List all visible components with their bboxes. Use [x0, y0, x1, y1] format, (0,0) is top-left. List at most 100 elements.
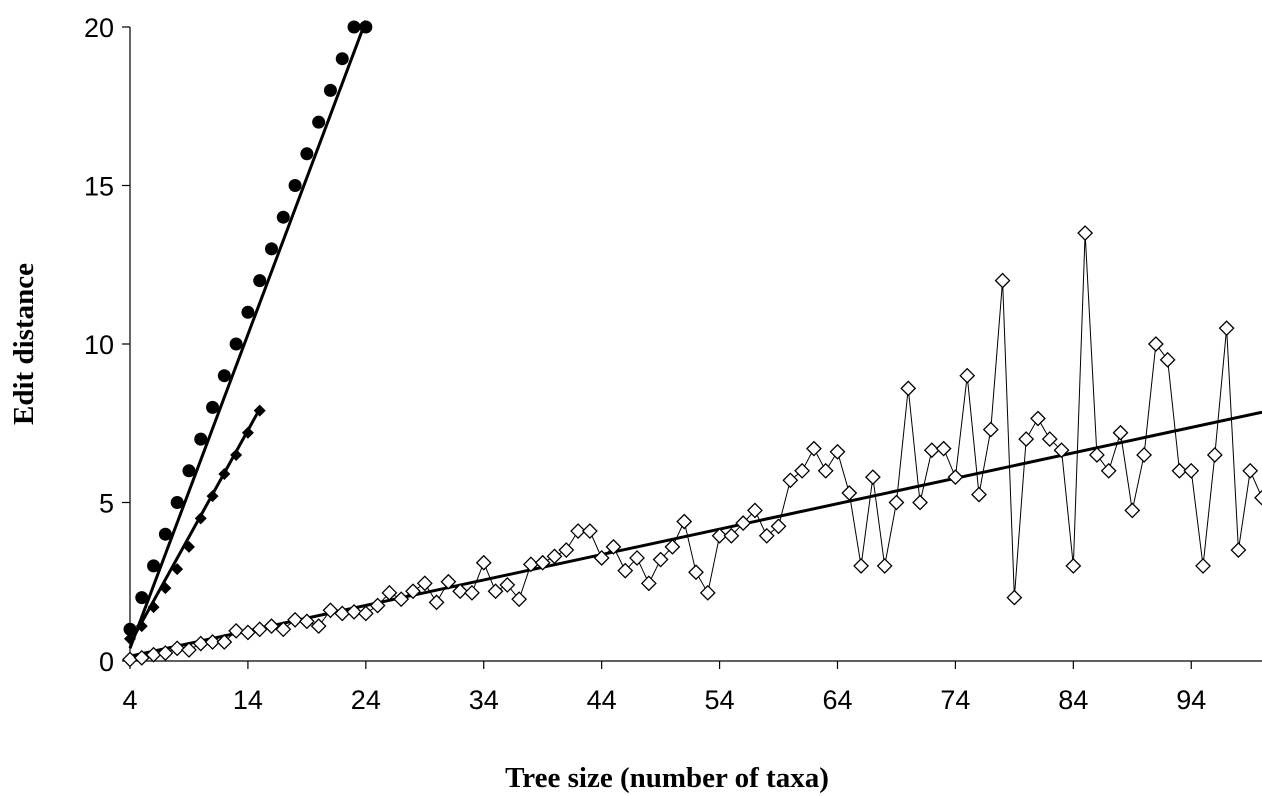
data-point-circle [335, 52, 349, 66]
x-tick-label: 34 [469, 685, 499, 715]
data-point-open-diamond [593, 550, 610, 566]
data-point-open-diamond [287, 611, 304, 628]
data-point-open-diamond [440, 573, 457, 590]
x-tick-label: 94 [1176, 685, 1206, 715]
data-point-open-diamond [1100, 462, 1117, 479]
axes [122, 26, 1262, 669]
data-point-open-diamond [959, 367, 976, 384]
data-point-open-diamond [1053, 442, 1070, 459]
data-point-circle [359, 20, 373, 34]
y-tick-label: 5 [99, 489, 114, 519]
data-point-open-diamond [534, 554, 551, 571]
data-point-diamond [218, 467, 231, 480]
data-point-open-diamond [1159, 351, 1176, 368]
x-axis-title: Tree size (number of taxa) [505, 762, 829, 794]
data-point-open-diamond [216, 634, 233, 650]
data-point-open-diamond [381, 584, 398, 601]
data-point-diamond [124, 632, 136, 645]
data-point-open-diamond [1254, 489, 1262, 506]
data-point-open-diamond [393, 591, 410, 608]
data-point-diamond [159, 582, 172, 595]
data-point-open-diamond [699, 584, 716, 601]
data-point-open-diamond [853, 557, 870, 574]
data-point-diamond [206, 490, 219, 503]
markers [122, 20, 1262, 668]
data-point-open-diamond [664, 538, 681, 555]
data-point-open-diamond [782, 472, 799, 489]
data-point-diamond [253, 404, 266, 417]
series-line-3 [129, 233, 1262, 660]
data-point-open-diamond [428, 594, 445, 611]
data-point-open-diamond [1218, 320, 1235, 337]
data-point-open-diamond [747, 502, 763, 519]
data-point-circle [147, 559, 161, 573]
data-point-circle [300, 147, 314, 161]
data-point-open-diamond [1030, 410, 1046, 427]
data-point-circle [158, 527, 172, 541]
data-point-open-diamond [452, 583, 469, 600]
data-point-open-diamond [169, 640, 186, 657]
data-point-circle [135, 591, 149, 605]
trendlines [128, 20, 1262, 658]
data-point-open-diamond [912, 494, 928, 511]
x-tick-label: 44 [587, 685, 617, 715]
data-point-diamond [230, 448, 243, 461]
data-point-open-diamond [1124, 502, 1141, 519]
data-point-open-diamond [263, 618, 280, 635]
data-point-open-diamond [1018, 431, 1035, 448]
data-point-open-diamond [629, 550, 645, 566]
series-lines [129, 233, 1262, 660]
data-point-open-diamond [982, 421, 999, 438]
data-point-open-diamond [805, 440, 822, 457]
data-point-open-diamond [688, 564, 704, 581]
data-point-open-diamond [275, 621, 292, 638]
data-point-open-diamond [711, 527, 728, 544]
data-point-open-diamond [239, 624, 256, 641]
y-tick-label: 0 [99, 647, 114, 677]
data-point-open-diamond [770, 518, 787, 535]
data-point-open-diamond [322, 602, 339, 619]
data-point-open-diamond [133, 649, 150, 666]
data-point-open-diamond [841, 485, 858, 501]
data-point-open-diamond [157, 645, 174, 661]
data-point-open-diamond [676, 513, 693, 530]
data-point-open-diamond [546, 548, 563, 565]
data-point-circle [347, 20, 361, 34]
data-point-open-diamond [298, 613, 315, 630]
data-point-open-diamond [1136, 447, 1153, 463]
data-point-open-diamond [723, 527, 740, 544]
data-point-open-diamond [228, 622, 245, 639]
data-point-circle [170, 496, 184, 509]
data-point-open-diamond [1242, 462, 1259, 479]
data-point-circle [276, 210, 290, 224]
data-point-circle [241, 305, 255, 319]
data-point-diamond [194, 512, 207, 525]
tick-labels: 0 5 10 15 20 4 14 24 34 44 54 64 74 84 94 [84, 13, 1206, 715]
data-point-open-diamond [1183, 462, 1200, 479]
x-tick-label: 84 [1058, 685, 1088, 715]
data-point-open-diamond [1041, 431, 1058, 448]
data-point-open-diamond [511, 591, 528, 608]
data-point-open-diamond [181, 641, 197, 658]
data-point-open-diamond [1112, 424, 1129, 441]
data-point-open-diamond [829, 443, 846, 460]
data-point-circle [323, 83, 337, 97]
data-point-circle [265, 242, 278, 256]
data-point-open-diamond [369, 597, 386, 614]
data-point-open-diamond [1230, 542, 1247, 558]
data-point-diamond [135, 620, 148, 633]
data-point-circle [312, 115, 326, 129]
x-tick-label: 54 [705, 685, 735, 715]
data-point-open-diamond [251, 621, 268, 638]
data-point-open-diamond [570, 523, 587, 539]
data-point-open-diamond [1195, 557, 1211, 574]
data-point-open-diamond [499, 577, 516, 593]
data-point-diamond [147, 601, 160, 614]
data-point-circle [229, 337, 243, 351]
data-point-open-diamond [758, 527, 775, 544]
data-point-open-diamond [1088, 447, 1105, 463]
data-point-open-diamond [971, 486, 987, 503]
data-point-open-diamond [581, 523, 598, 539]
data-point-diamond [171, 563, 184, 576]
